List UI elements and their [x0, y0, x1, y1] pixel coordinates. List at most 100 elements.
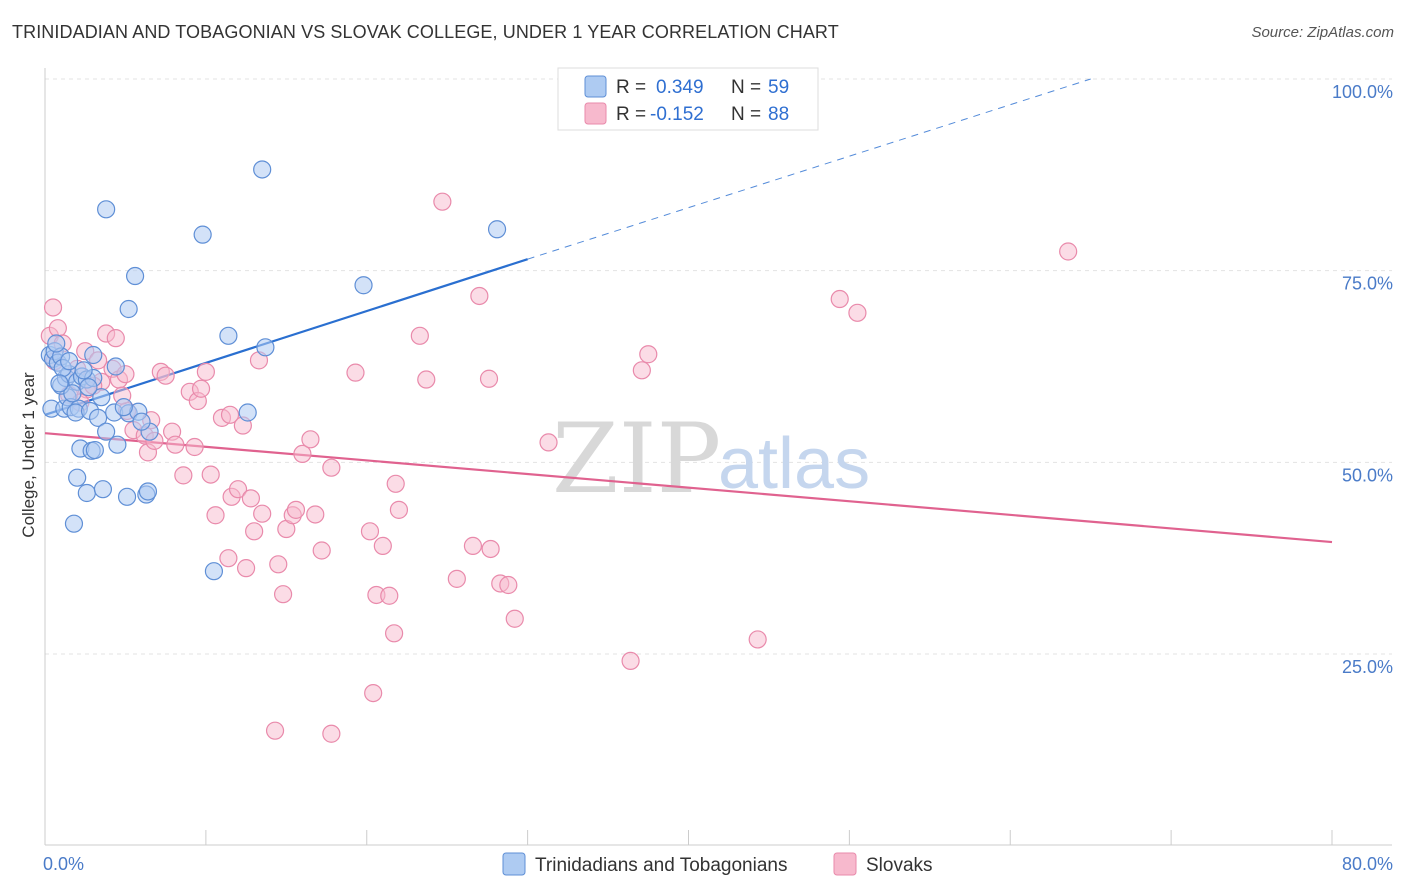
point-slovak-41 — [219, 549, 238, 568]
point-trinidadian-52 — [74, 361, 93, 380]
point-slovak-64 — [433, 192, 452, 211]
point-trinidadian-53 — [92, 388, 111, 407]
point-trinidadian-42 — [193, 225, 212, 244]
point-trinidadian-23 — [106, 357, 125, 376]
point-slovak-22 — [156, 366, 175, 385]
point-slovak-28 — [191, 379, 211, 398]
point-slovak-49 — [306, 505, 325, 524]
point-slovak-40 — [253, 504, 272, 523]
point-slovak-73 — [539, 433, 558, 452]
point-slovak-78 — [830, 289, 849, 309]
point-trinidadian-46 — [238, 403, 257, 422]
point-trinidadian-36 — [138, 482, 158, 501]
point-slovak-11 — [106, 329, 125, 348]
series-label-slovaks: Slovaks — [866, 855, 933, 876]
legend-r-value-1: 0.349 — [656, 77, 704, 98]
series-label-trinidadians: Trinidadians and Tobagonians — [535, 855, 787, 876]
point-slovak-86 — [185, 437, 204, 457]
point-slovak-42 — [236, 559, 256, 578]
point-trinidadian-25 — [97, 422, 116, 441]
point-trinidadian-39 — [97, 200, 116, 219]
series-swatch-trinidadians — [502, 852, 526, 876]
source-credit: Source: ZipAtlas.com — [1251, 24, 1394, 41]
point-trinidadian-34 — [117, 487, 137, 506]
point-slovak-35 — [228, 480, 248, 499]
point-slovak-82 — [322, 724, 341, 743]
point-slovak-71 — [499, 575, 518, 595]
point-slovak-62 — [410, 326, 429, 345]
point-slovak-50 — [312, 541, 331, 560]
point-trinidadian-44 — [219, 326, 238, 345]
point-trinidadian-30 — [85, 440, 104, 460]
point-slovak-65 — [447, 569, 466, 588]
point-slovak-52 — [273, 585, 293, 604]
legend-r-label-2: R = — [616, 104, 646, 125]
x-tick-labels: 0.0% 80.0% — [43, 854, 1393, 874]
y-tick-label-25: 25.0% — [1342, 657, 1393, 677]
watermark-atlas: atlas — [718, 424, 870, 504]
point-slovak-43 — [269, 555, 288, 574]
point-slovak-48 — [301, 430, 320, 449]
chart-title: TRINIDADIAN AND TOBAGONIAN VS SLOVAK COL… — [12, 22, 839, 42]
point-slovak-80 — [1059, 242, 1078, 261]
point-trinidadian-31 — [68, 468, 87, 487]
point-slovak-38 — [245, 522, 264, 541]
correlation-legend: R = 0.349 N = 59 R = -0.152 N = 88 — [557, 67, 819, 131]
point-trinidadian-58 — [132, 412, 151, 431]
point-slovak-57 — [380, 586, 399, 605]
point-slovak-37 — [241, 489, 261, 508]
series-legend: Trinidadians and Tobagonians Slovaks — [502, 852, 933, 876]
point-trinidadian-19 — [88, 408, 108, 427]
trend-line-slovaks — [44, 432, 1333, 544]
legend-r-label-1: R = — [616, 77, 646, 98]
point-trinidadian-33 — [93, 480, 113, 499]
point-slovak-81 — [265, 721, 285, 740]
point-trinidadian-56 — [60, 352, 79, 371]
y-axis-label: College, Under 1 year — [19, 372, 38, 538]
point-trinidadian-48 — [487, 220, 507, 239]
point-slovak-24 — [166, 435, 185, 454]
point-slovak-25 — [174, 466, 193, 485]
y-tick-label-75: 75.0% — [1342, 274, 1393, 294]
point-slovak-79 — [848, 303, 867, 322]
point-slovak-1 — [43, 298, 63, 317]
point-slovak-75 — [632, 361, 651, 380]
legend-n-label-1: N = — [731, 77, 761, 98]
point-trinidadian-37 — [64, 514, 84, 533]
point-slovak-77 — [748, 630, 767, 649]
point-slovak-76 — [639, 345, 658, 364]
point-slovak-60 — [384, 624, 404, 643]
watermark-zip: ZIP — [552, 403, 721, 515]
legend-n-value-1: 59 — [768, 77, 789, 98]
point-slovak-59 — [389, 500, 409, 519]
point-slovak-67 — [470, 286, 489, 306]
axes — [44, 68, 1392, 846]
point-slovak-29 — [196, 362, 215, 381]
point-trinidadian-55 — [50, 374, 69, 393]
point-trinidadian-57 — [79, 378, 98, 397]
point-trinidadian-38 — [204, 562, 224, 581]
point-slovak-69 — [481, 539, 500, 559]
point-slovak-66 — [463, 536, 483, 556]
point-slovak-63 — [417, 370, 436, 389]
point-slovak-47 — [293, 444, 312, 463]
data-points — [40, 160, 1078, 743]
y-tick-label-50: 50.0% — [1342, 465, 1393, 485]
point-slovak-72 — [505, 609, 524, 628]
legend-r-value-2: -0.152 — [650, 104, 704, 125]
series-swatch-slovaks — [833, 852, 857, 876]
point-slovak-74 — [621, 651, 640, 671]
legend-swatch-pink — [584, 102, 607, 125]
point-slovak-68 — [479, 369, 499, 388]
point-trinidadian-54 — [114, 398, 133, 417]
legend-n-value-2: 88 — [768, 104, 789, 125]
point-trinidadian-40 — [125, 266, 145, 286]
point-slovak-54 — [360, 522, 380, 541]
point-trinidadian-26 — [108, 435, 127, 454]
point-slovak-33 — [220, 405, 240, 424]
point-slovak-61 — [364, 683, 383, 703]
x-tick-label-min: 0.0% — [43, 854, 84, 874]
legend-n-label-2: N = — [731, 104, 761, 125]
point-trinidadian-45 — [256, 338, 275, 357]
